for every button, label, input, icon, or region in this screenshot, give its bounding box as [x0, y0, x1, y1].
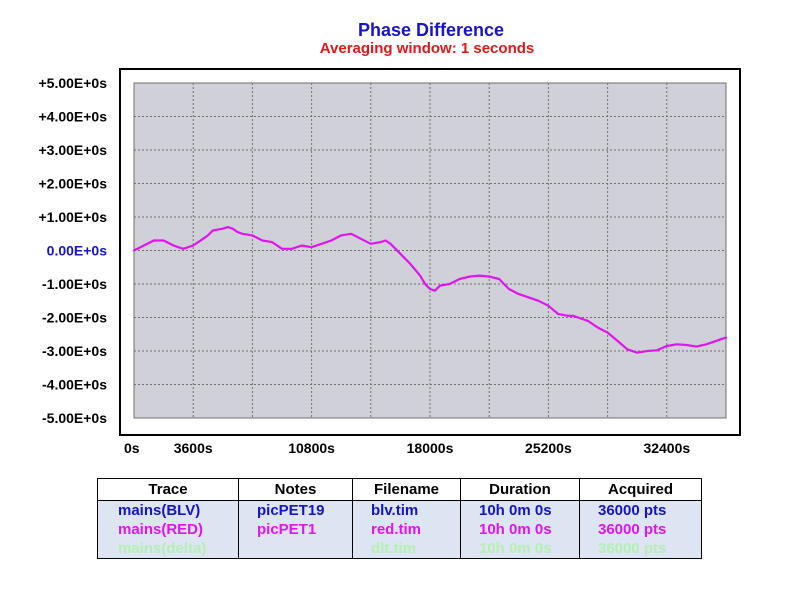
acquired-cell: 36000 pts	[579, 500, 702, 520]
legend-row-delta: mains(delta) dlt.tim 10h 0m 0s 36000 pts	[97, 539, 702, 559]
y-tick-label: +1.00E+0s	[38, 209, 107, 225]
y-tick-label: -2.00E+0s	[42, 310, 107, 326]
y-tick-label: -5.00E+0s	[42, 410, 107, 426]
legend-row-blv: mains(BLV) picPET19 blv.tim 10h 0m 0s 36…	[97, 500, 702, 520]
x-tick-label: 32400s	[643, 440, 690, 456]
header-notes: Notes	[238, 478, 353, 501]
header-filename: Filename	[352, 478, 461, 501]
y-tick-label: 0.00E+0s	[47, 243, 108, 259]
y-tick-label: -4.00E+0s	[42, 377, 107, 393]
y-axis-tick-labels: +5.00E+0s +4.00E+0s +3.00E+0s +2.00E+0s +1.0…	[38, 75, 107, 426]
y-tick-label: +4.00E+0s	[38, 109, 107, 125]
chart-subtitle: Averaging window: 1 seconds	[320, 40, 534, 57]
filename-cell: dlt.tim	[352, 539, 461, 559]
notes-cell: picPET19	[238, 500, 353, 520]
trace-cell: mains(delta)	[97, 539, 239, 559]
trace-cell: mains(RED)	[97, 520, 239, 539]
filename-cell: red.tim	[352, 520, 461, 539]
y-tick-label: +2.00E+0s	[38, 176, 107, 192]
header-duration: Duration	[460, 478, 580, 501]
grid-lines	[134, 82, 726, 419]
x-tick-label: 10800s	[288, 440, 335, 456]
legend-row-red: mains(RED) picPET1 red.tim 10h 0m 0s 360…	[97, 520, 702, 539]
x-tick-label: 25200s	[525, 440, 572, 456]
series-lines	[132, 226, 728, 354]
acquired-cell: 36000 pts	[579, 520, 702, 539]
x-tick-label: 18000s	[407, 440, 454, 456]
legend-header-row: Trace Notes Filename Duration Acquired	[97, 478, 702, 501]
notes-cell	[238, 539, 353, 559]
chart-title: Phase Difference	[358, 20, 504, 40]
y-tick-label: -3.00E+0s	[42, 343, 107, 359]
notes-cell: picPET1	[238, 520, 353, 539]
x-tick-label: 3600s	[174, 440, 213, 456]
y-tick-label: +3.00E+0s	[38, 142, 107, 158]
y-tick-label: -1.00E+0s	[42, 276, 107, 292]
duration-cell: 10h 0m 0s	[460, 539, 580, 559]
duration-cell: 10h 0m 0s	[460, 500, 580, 520]
trace-cell: mains(BLV)	[97, 500, 239, 520]
trace-legend-table: Trace Notes Filename Duration Acquired m…	[97, 478, 702, 559]
filename-cell: blv.tim	[352, 500, 461, 520]
acquired-cell: 36000 pts	[579, 539, 702, 559]
x-axis-tick-labels: 0s 3600s 10800s 18000s 25200s 32400s	[124, 440, 690, 456]
phase-difference-chart: Phase Difference Averaging window: 1 sec…	[38, 20, 741, 456]
header-trace: Trace	[97, 478, 239, 501]
header-acquired: Acquired	[579, 478, 702, 501]
series-line-mains-red-	[132, 226, 728, 354]
x-tick-label: 0s	[124, 440, 140, 456]
duration-cell: 10h 0m 0s	[460, 520, 580, 539]
y-tick-label: +5.00E+0s	[38, 75, 107, 91]
